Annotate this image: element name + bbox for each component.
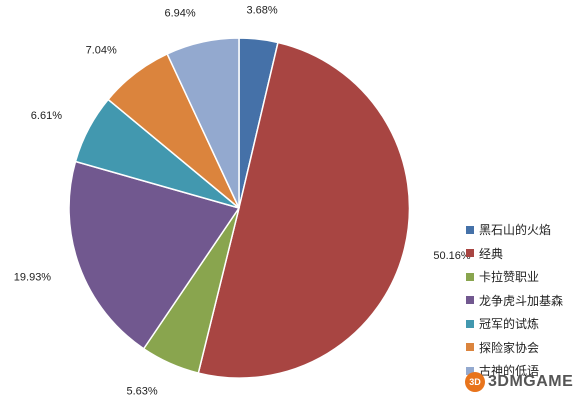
legend-item: 古神的低语 [466, 359, 563, 383]
data-label-0: 3.68% [246, 4, 277, 16]
legend-item: 经典 [466, 242, 563, 266]
watermark: 3D 3DMGAME [465, 372, 573, 392]
legend-item: 冠军的试炼 [466, 312, 563, 336]
data-label-1: 50.16% [433, 250, 471, 262]
legend-label: 卡拉赞职业 [479, 270, 540, 285]
legend: 黑石山的火焰 经典卡拉赞职业龙争虎斗加基森 冠军的试炼探险家协会古神的低语 [466, 218, 563, 383]
data-label-4: 6.61% [31, 110, 62, 122]
legend-label: 经典 [479, 246, 504, 261]
legend-item: 探险家协会 [466, 336, 563, 360]
legend-swatch [466, 249, 474, 258]
legend-label: 龙争虎斗加基森 [479, 293, 564, 308]
legend-swatch [466, 225, 474, 234]
legend-swatch [466, 272, 474, 281]
data-label-6: 6.94% [164, 8, 195, 20]
data-label-3: 19.93% [14, 271, 52, 283]
legend-swatch [466, 343, 474, 352]
legend-swatch [466, 296, 474, 305]
pie-slice-6 [166, 37, 240, 209]
legend-swatch [466, 366, 474, 375]
pie-slice-1 [197, 41, 411, 379]
data-label-2: 5.63% [126, 386, 157, 398]
legend-swatch [466, 319, 474, 328]
watermark-logo-icon: 3D [465, 372, 485, 392]
legend-item: 卡拉赞职业 [466, 265, 563, 289]
watermark-text: 3DMGAME [488, 373, 574, 390]
pie-slice-3 [68, 160, 241, 350]
legend-item: 黑石山的火焰 [466, 218, 563, 242]
data-label-5: 7.04% [86, 45, 117, 57]
legend-item: 龙争虎斗加基森 [466, 289, 563, 313]
legend-label: 黑石山的火焰 [479, 223, 552, 238]
legend-label: 探险家协会 [479, 340, 540, 355]
legend-label: 冠军的试炼 [479, 317, 540, 332]
legend-label: 古神的低语 [479, 364, 540, 379]
